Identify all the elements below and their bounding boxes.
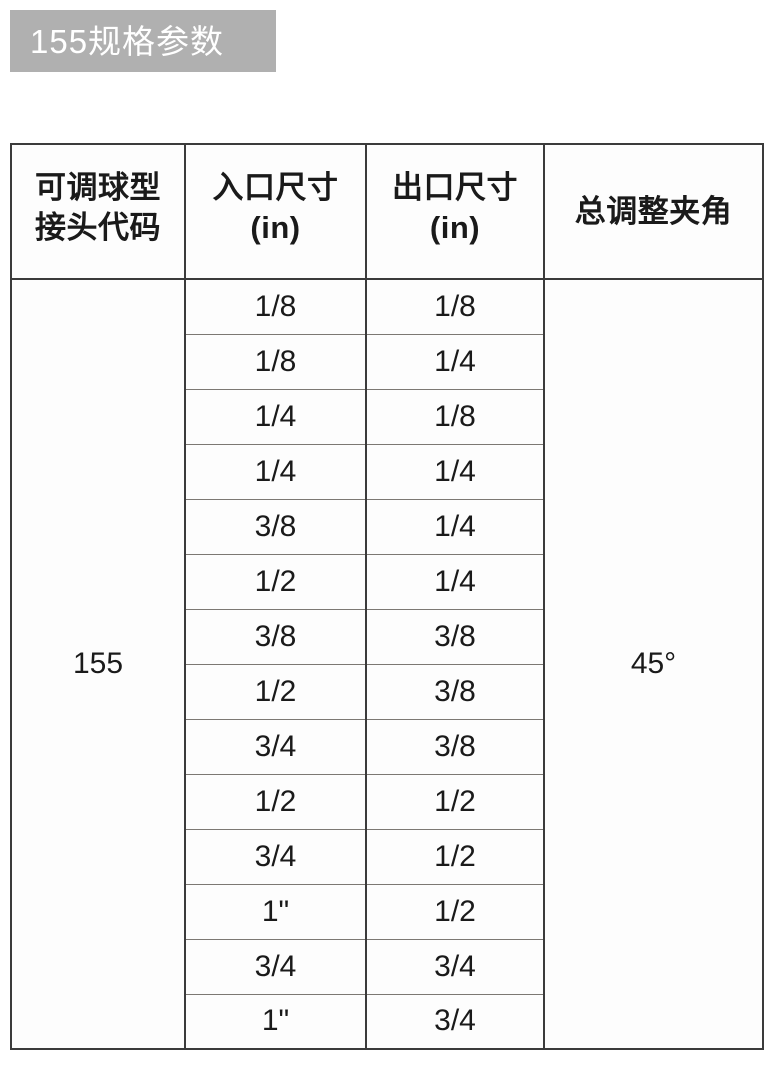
spec-table-container: 可调球型 接头代码 入口尺寸 (in) 出口尺寸 (in) 总调整夹角 155 1… (10, 143, 764, 1050)
cell-inlet-size: 1/4 (184, 443, 367, 500)
inlet-size-value: 1/4 (254, 399, 297, 433)
outlet-size-value: 1/2 (434, 784, 476, 818)
outlet-size-value: 1/4 (434, 509, 476, 543)
spec-table-body: 可调球型 接头代码 入口尺寸 (in) 出口尺寸 (in) 总调整夹角 155 1… (10, 143, 764, 1050)
outlet-size-value: 1/4 (434, 344, 476, 378)
table-header-row: 可调球型 接头代码 入口尺寸 (in) 出口尺寸 (in) 总调整夹角 (10, 143, 764, 280)
title-banner: 155规格参数 (10, 10, 276, 72)
table-row: 1" 1/2 (11, 883, 763, 940)
page-title: 155规格参数 (30, 22, 225, 60)
outlet-size-value: 3/8 (434, 619, 476, 653)
cell-outlet-size: 1/8 (365, 278, 545, 335)
outlet-size-value: 1/4 (434, 454, 476, 488)
inlet-size-value: 3/4 (254, 949, 297, 983)
column-header-outlet-label: 出口尺寸 (in) (392, 169, 518, 245)
outlet-size-value: 1/8 (434, 289, 476, 323)
table-row: 1/2 1/4 (11, 553, 763, 610)
cell-outlet-size: 3/8 (365, 718, 545, 775)
outlet-size-value: 3/4 (434, 949, 476, 983)
outlet-size-value: 1/4 (434, 564, 476, 598)
cell-outlet-size: 1/4 (365, 498, 545, 555)
table-row: 155 1/8 1/8 45° (10, 278, 764, 1050)
cell-outlet-size: 1/8 (365, 388, 545, 445)
inlet-size-value: 1/2 (254, 784, 297, 818)
cell-inlet-size: 1/8 (184, 333, 367, 390)
table-row: 3/8 1/4 (11, 498, 763, 555)
outlet-size-value: 1/2 (434, 839, 476, 873)
inlet-size-value: 1" (261, 1004, 290, 1038)
joint-code-value: 155 (72, 647, 124, 680)
cell-outlet-size: 1/2 (365, 773, 545, 830)
cell-inlet-size: 3/8 (184, 498, 367, 555)
inlet-size-value: 3/8 (254, 509, 297, 543)
outlet-size-value: 1/8 (434, 399, 476, 433)
inlet-size-value: 1/8 (254, 289, 297, 323)
cell-inlet-size: 1" (184, 883, 367, 940)
inlet-size-value: 1/2 (254, 674, 297, 708)
spec-table: 可调球型 接头代码 入口尺寸 (in) 出口尺寸 (in) 总调整夹角 155 1… (10, 143, 764, 1050)
table-row: 1/2 3/8 (11, 663, 763, 720)
table-row: 1/4 1/4 (11, 443, 763, 500)
cell-outlet-size: 1/4 (365, 553, 545, 610)
inlet-size-value: 3/4 (254, 729, 297, 763)
inlet-size-value: 1/2 (254, 564, 297, 598)
cell-outlet-size: 3/4 (365, 938, 545, 995)
cell-inlet-size: 1" (184, 993, 367, 1050)
column-header-inlet: 入口尺寸 (in) (184, 143, 367, 280)
inlet-size-value: 3/4 (254, 839, 297, 873)
table-row: 3/8 3/8 (11, 608, 763, 665)
column-header-code-label: 可调球型 接头代码 (35, 169, 161, 245)
column-header-code: 可调球型 接头代码 (10, 143, 186, 280)
inlet-size-value: 1" (261, 894, 290, 928)
table-row: 1" 3/4 (11, 993, 763, 1050)
cell-outlet-size: 1/2 (365, 828, 545, 885)
inlet-size-value: 3/8 (254, 619, 297, 653)
cell-inlet-size: 3/4 (184, 718, 367, 775)
outlet-size-value: 3/8 (434, 729, 476, 763)
cell-inlet-size: 3/8 (184, 608, 367, 665)
column-header-angle-label: 总调整夹角 (574, 193, 733, 229)
cell-inlet-size: 1/8 (184, 278, 367, 335)
outlet-size-value: 3/4 (434, 1004, 476, 1038)
cell-outlet-size: 1/2 (365, 883, 545, 940)
cell-inlet-size: 1/2 (184, 773, 367, 830)
cell-inlet-size: 1/2 (184, 553, 367, 610)
cell-outlet-size: 1/4 (365, 443, 545, 500)
cell-joint-code: 155 (10, 278, 186, 1050)
table-row: 3/4 3/4 (11, 938, 763, 995)
outlet-size-value: 3/8 (434, 674, 476, 708)
table-row: 1/8 1/4 (11, 333, 763, 390)
column-header-outlet: 出口尺寸 (in) (365, 143, 545, 280)
cell-outlet-size: 3/8 (365, 663, 545, 720)
table-row: 3/4 1/2 (11, 828, 763, 885)
cell-inlet-size: 1/2 (184, 663, 367, 720)
cell-outlet-size: 1/4 (365, 333, 545, 390)
inlet-size-value: 1/4 (254, 454, 297, 488)
outlet-size-value: 1/2 (434, 894, 476, 928)
cell-inlet-size: 3/4 (184, 828, 367, 885)
inlet-size-value: 1/8 (254, 344, 297, 378)
column-header-inlet-label: 入口尺寸 (in) (212, 169, 339, 245)
cell-outlet-size: 3/8 (365, 608, 545, 665)
total-angle-value: 45° (630, 647, 677, 680)
cell-total-angle: 45° (543, 278, 764, 1050)
cell-inlet-size: 3/4 (184, 938, 367, 995)
column-header-angle: 总调整夹角 (543, 143, 764, 280)
cell-outlet-size: 3/4 (365, 993, 545, 1050)
cell-inlet-size: 1/4 (184, 388, 367, 445)
